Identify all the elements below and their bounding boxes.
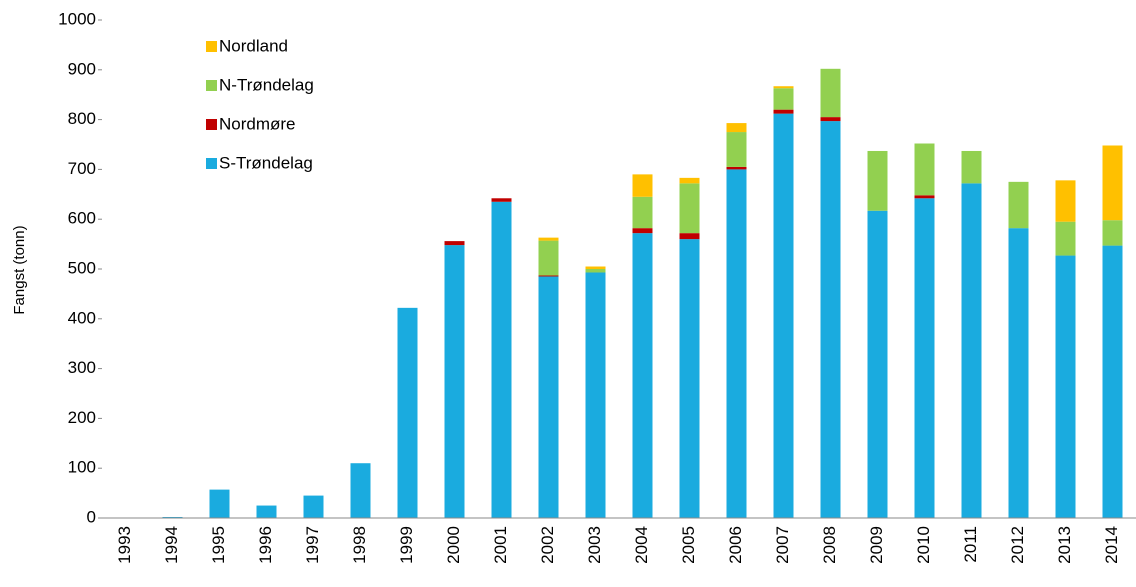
x-tick-label: 2010	[914, 526, 933, 564]
bar-segment	[961, 150, 982, 184]
bar-segment	[773, 86, 794, 89]
bar-segment	[726, 166, 747, 170]
x-tick-label: 2002	[538, 526, 557, 564]
x-tick-label: 2007	[773, 526, 792, 564]
bar-segment	[491, 201, 512, 518]
bar-segment	[914, 198, 935, 518]
bar-segment	[726, 169, 747, 518]
x-tick-label: 2004	[632, 526, 651, 564]
x-tick-label: 1997	[303, 526, 322, 564]
bar-segment	[350, 463, 371, 518]
bar-segment	[679, 239, 700, 518]
y-tick-label: 300	[68, 358, 96, 377]
bar-segment	[444, 245, 465, 518]
bar-segment	[632, 228, 653, 234]
bar-segment	[1055, 221, 1076, 256]
bar-segment	[397, 307, 418, 518]
legend-label: S-Trøndelag	[219, 153, 313, 172]
x-tick-label: 2009	[867, 526, 886, 564]
y-tick-label: 900	[68, 59, 96, 78]
x-tick-label: 1994	[162, 526, 181, 564]
bar-segment	[1102, 145, 1123, 221]
y-tick-label: 1000	[58, 9, 96, 28]
bar-segment	[585, 272, 606, 518]
bar-segment	[1102, 220, 1123, 246]
y-tick-label: 600	[68, 209, 96, 228]
x-tick-label: 2001	[491, 526, 510, 564]
y-tick-label: 400	[68, 308, 96, 327]
bar-segment	[679, 233, 700, 240]
bar-segment	[961, 183, 982, 518]
bar-segment	[585, 269, 606, 273]
bar-segment	[867, 210, 888, 518]
bar-segment	[1055, 255, 1076, 518]
bar-segment	[444, 241, 465, 246]
x-tick-label: 2008	[820, 526, 839, 564]
bar-segment	[1055, 180, 1076, 222]
legend-label: Nordland	[219, 36, 288, 55]
legend-label: Nordmøre	[219, 114, 296, 133]
y-tick-label: 500	[68, 258, 96, 277]
x-tick-label: 2006	[726, 526, 745, 564]
bar-segment	[632, 233, 653, 519]
x-tick-label: 1996	[256, 526, 275, 564]
bar-segment	[820, 68, 841, 118]
x-tick-label: 1993	[115, 526, 134, 564]
legend-swatch	[206, 80, 217, 91]
bar-segment	[538, 240, 559, 276]
bar-segment	[773, 113, 794, 519]
bar-segment	[632, 174, 653, 197]
y-tick-label: 200	[68, 408, 96, 427]
bar-segment	[820, 117, 841, 122]
y-tick-label: 800	[68, 109, 96, 128]
bar-segment	[726, 123, 747, 133]
y-tick-label: 0	[87, 507, 96, 526]
bar-segment	[256, 505, 277, 518]
y-axis-label: Fangst (tonn)	[11, 225, 28, 314]
bar-segment	[679, 177, 700, 184]
y-tick-label: 700	[68, 159, 96, 178]
x-tick-label: 2012	[1008, 526, 1027, 564]
bar-segment	[538, 275, 559, 277]
legend-swatch	[206, 158, 217, 169]
x-tick-label: 1995	[209, 526, 228, 564]
legend-swatch	[206, 41, 217, 52]
bar-segment	[585, 266, 606, 269]
bar-segment	[867, 150, 888, 211]
bar-segment	[914, 143, 935, 196]
bar-segment	[1008, 181, 1029, 229]
bar-segment	[491, 198, 512, 202]
x-tick-label: 2000	[444, 526, 463, 564]
bar-segment	[538, 237, 559, 241]
bar-segment	[632, 196, 653, 229]
x-tick-label: 2003	[585, 526, 604, 564]
bar-segment	[209, 489, 230, 518]
x-tick-label: 1999	[397, 526, 416, 564]
bar-segment	[820, 121, 841, 519]
bar-segment	[773, 88, 794, 110]
bar-segment	[1008, 228, 1029, 518]
bar-segment	[914, 195, 935, 199]
x-tick-label: 1998	[350, 526, 369, 564]
legend-label: N-Trøndelag	[219, 75, 314, 94]
x-tick-label: 2013	[1055, 526, 1074, 564]
x-tick-label: 2011	[961, 526, 980, 563]
legend-swatch	[206, 119, 217, 130]
bar-segment	[773, 109, 794, 114]
x-tick-label: 2005	[679, 526, 698, 564]
bar-segment	[679, 183, 700, 234]
x-tick-label: 2014	[1102, 526, 1121, 564]
bar-segment	[726, 132, 747, 167]
bar-segment	[1102, 245, 1123, 518]
bar-segment	[303, 495, 324, 518]
y-tick-label: 100	[68, 458, 96, 477]
bar-segment	[538, 276, 559, 518]
